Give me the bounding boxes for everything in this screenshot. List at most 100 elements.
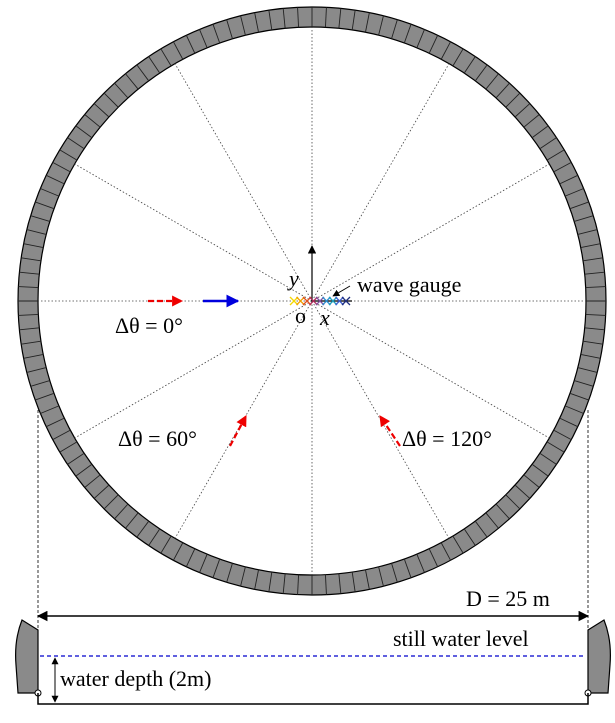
wave-maker-ring (17, 6, 607, 596)
ring-segment (35, 201, 55, 210)
ring-segment (268, 10, 273, 31)
ring-segment (539, 137, 557, 150)
ring-segment (577, 367, 598, 373)
gauge-marker (302, 296, 312, 306)
ring-segment (23, 354, 44, 359)
ring-segment (40, 188, 60, 197)
ring-segment (26, 229, 47, 235)
ring-segment (268, 571, 273, 592)
ring-segment (26, 367, 47, 373)
radial-line (74, 163, 313, 302)
ring-segment (18, 286, 39, 289)
ring-segment (75, 125, 93, 139)
gauge-marker (341, 296, 351, 306)
ring-segment (103, 92, 119, 108)
ring-segment (531, 125, 549, 139)
ring-segment (103, 494, 119, 510)
ring-segment (324, 574, 327, 595)
origin-label: o (295, 303, 306, 328)
ring-segment (185, 548, 196, 567)
gauge-marker (322, 296, 331, 306)
ring-segment (391, 563, 398, 583)
ring-segment (18, 313, 39, 316)
wave-gauge-label: wave gauge (357, 272, 461, 297)
ring-segment (21, 340, 42, 345)
radial-line (174, 63, 313, 302)
ring-segment (21, 257, 42, 262)
wave-arrow-60 (229, 415, 247, 447)
ring-segment (546, 441, 565, 453)
radial-line (74, 300, 313, 439)
angle-0-label: Δθ = 0° (115, 313, 183, 338)
ring-segment (514, 484, 531, 499)
ring-segment (585, 286, 606, 289)
ring-segment (452, 48, 464, 67)
ring-segment (212, 558, 221, 578)
ring-segment (282, 573, 286, 594)
ring-segment (226, 563, 233, 583)
ring-segment (514, 103, 531, 118)
ring-segment (59, 149, 78, 161)
ring-segment (52, 162, 71, 173)
ring-segment (136, 64, 150, 82)
ring-segment (485, 512, 499, 529)
ring-segment (474, 64, 488, 82)
ring-segment (495, 503, 510, 520)
ring-segment (84, 474, 101, 488)
gauge-marker (335, 296, 344, 306)
ring-segment (440, 542, 451, 561)
ring-segment (584, 271, 605, 275)
angle-60-label: Δθ = 60° (118, 426, 197, 451)
ring-segment (440, 41, 451, 60)
ring-segment (67, 452, 85, 465)
ring-segment (338, 8, 342, 29)
ring-segment (574, 215, 594, 222)
ring-segment (365, 12, 370, 33)
ring-segment (19, 327, 40, 331)
ring-segment (531, 463, 549, 477)
ring-segment (523, 114, 540, 128)
ring-segment (585, 313, 606, 316)
ring-segment (30, 215, 50, 222)
ring-segment (577, 229, 598, 235)
radial-line (311, 300, 450, 539)
ring-segment (67, 137, 85, 150)
ring-segment (254, 12, 259, 33)
ring-segment (580, 354, 601, 359)
ring-segment (474, 520, 488, 538)
ring-segment (282, 8, 286, 29)
still-water-label: still water level (393, 626, 529, 651)
ring-segment (324, 7, 327, 28)
ring-segment (546, 149, 565, 161)
ring-segment (391, 19, 398, 39)
ring-segment (30, 380, 50, 387)
ring-segment (378, 15, 384, 36)
wave-gauges (289, 296, 351, 306)
gauge-marker (296, 296, 305, 306)
ring-segment (93, 484, 110, 499)
ring-segment (297, 7, 300, 28)
radial-line (311, 300, 550, 439)
ring-segment (46, 417, 65, 428)
ring-segment (505, 494, 521, 510)
ring-segment (559, 174, 578, 185)
ring-segment (463, 56, 476, 74)
wall-left (15, 619, 39, 694)
ring-segment (569, 392, 589, 401)
ring-segment (297, 574, 300, 595)
ring-segment (173, 542, 184, 561)
ring-segment (539, 452, 557, 465)
ring-segment (452, 535, 464, 554)
radial-line (311, 163, 550, 302)
ring-segment (148, 528, 161, 546)
ring-segment (553, 429, 572, 440)
y-axis-label: y (287, 266, 299, 291)
ring-segment (52, 429, 71, 440)
ring-segment (485, 73, 499, 90)
gauge-marker (328, 296, 338, 306)
gauge-marker (315, 296, 325, 306)
ring-segment (240, 15, 246, 36)
ring-segment (40, 405, 60, 414)
